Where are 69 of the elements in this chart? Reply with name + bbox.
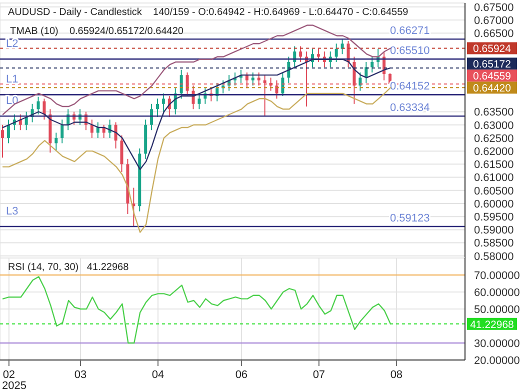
candlestick [299,46,302,62]
candlestick [156,98,159,118]
chart-title: RSI (14, 70, 30) 41.22968 [8,261,129,274]
y-tick-label: 0.61000 [474,172,514,184]
candlestick [6,119,10,144]
y-tick-label: 0.60000 [474,198,514,210]
candlestick [60,119,64,144]
candlestick [180,69,183,100]
annotation: L3 [6,205,18,218]
x-tick-label: 02 [2,369,16,381]
candlestick [1,124,4,158]
y-tick-label: 70.00000 [474,270,520,282]
candlestick [370,56,374,73]
candlestick [114,122,118,149]
ref-line-label: 0.64559 [473,70,512,83]
ref-line-label: 0.64420 [473,82,512,95]
ref-line-label: 0.65510 [390,45,430,58]
y-tick-label: 30.00000 [474,338,520,350]
y-tick-label: 0.58500 [474,238,514,250]
text: TMAB (10) 0.65924/0.65172/0.64420 [10,26,184,37]
candlestick [251,72,254,86]
line-series [2,87,392,233]
text: 2025 [2,380,26,390]
ref-line-label: 41.22968 [470,318,514,331]
x-tick-label: 04 [152,369,164,381]
annotation: L2 [6,38,18,50]
y-tick-label: 0.62500 [474,132,514,145]
candlestick [36,96,40,115]
candlestick [24,111,28,131]
x-tick-label: 06 [235,369,248,381]
y-tick-label: 0.67500 [474,2,514,14]
y-tick-label: 0.61500 [474,159,514,172]
ref-line-label: 0.64152 [390,80,430,93]
x-tick-label: 03 [74,369,87,381]
y-tick-label: 0.66500 [474,28,514,40]
y-tick-label: 0.58000 [474,250,514,263]
x-tick-label: 07 [312,369,326,381]
y-tick-label: 0.63000 [474,120,514,132]
candlestick [162,92,165,112]
x-tick-label: 08 [390,369,403,381]
ref-line-label: 0.59123 [390,212,430,224]
candlestick [150,103,154,131]
candlestick [120,134,124,173]
candlestick [340,38,344,55]
line-series [2,24,392,115]
annotation: L1 [6,74,18,86]
line-series [2,276,392,344]
candlestick [90,119,94,138]
ref-line-label: 0.65172 [473,58,512,71]
y-tick-label: 0.67000 [474,14,514,27]
y-tick-label: 0.59000 [474,224,514,237]
candlestick [293,46,296,68]
y-tick-label: 20.00000 [474,354,520,367]
ref-line-label: 0.66271 [390,25,430,38]
candlestick [334,43,338,62]
candlestick [54,132,58,152]
y-tick-label: 0.59500 [474,211,514,224]
ref-line-label: 0.65924 [473,43,512,56]
y-tick-label: 50.00000 [474,304,520,316]
candlestick [358,72,362,92]
candlestick [42,98,46,120]
y-tick-label: 0.60500 [474,185,514,198]
ref-line-label: 0.63334 [390,102,430,114]
chart-title: AUDUSD - Daily - Candlestick 140/159 - O:0.64942 - H:0.64969 - L:0.64470 - C:0.64559 [8,6,408,19]
y-tick-label: 0.62000 [474,146,514,158]
y-tick-label: 0.63500 [474,106,514,119]
candlestick [198,92,201,110]
candlestick [316,48,320,62]
y-tick-label: 60.00000 [474,286,520,299]
